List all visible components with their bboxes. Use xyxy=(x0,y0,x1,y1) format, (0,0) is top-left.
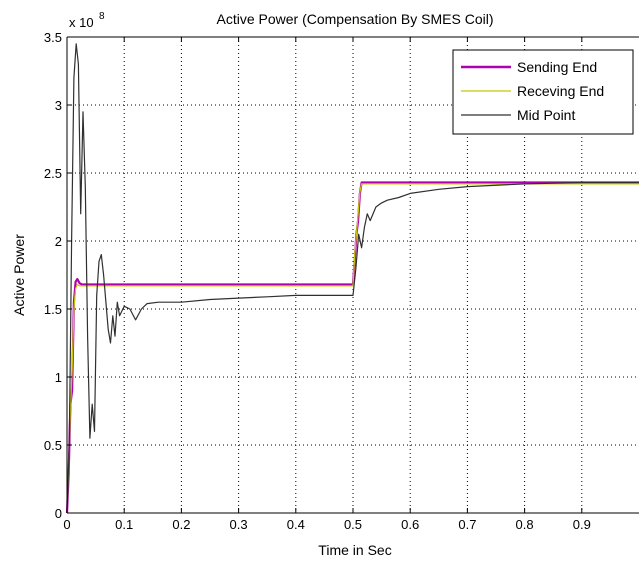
y-tick-label: 2.5 xyxy=(44,166,62,181)
legend: Sending End Receving End Mid Point xyxy=(452,49,634,135)
series-line-receving-end xyxy=(66,183,639,514)
y-tick-label: 3.5 xyxy=(44,30,62,45)
x-tick-label: 0.5 xyxy=(344,517,362,532)
x-tick-label: 0.4 xyxy=(287,517,305,532)
legend-label-receving-end: Receving End xyxy=(517,83,604,99)
series-layer xyxy=(65,43,639,514)
y-tick-label: 0 xyxy=(55,506,62,521)
y-axis-label: Active Power xyxy=(11,234,27,316)
x-tick-label: 0.7 xyxy=(458,517,476,532)
y-tick-label: 2 xyxy=(55,234,62,249)
x-tick-label: 0.8 xyxy=(516,517,534,532)
x-tick-label: 0.1 xyxy=(115,517,133,532)
x-tick-label: 0.9 xyxy=(573,517,591,532)
legend-box xyxy=(452,49,634,135)
x-axis-label: Time in Sec xyxy=(318,542,391,558)
y-tick-label: 3 xyxy=(55,98,62,113)
x-tick-label: 0 xyxy=(63,517,70,532)
legend-label-sending-end: Sending End xyxy=(517,59,597,75)
x-tick-label: 0.2 xyxy=(172,517,190,532)
x-tick-label: 0.3 xyxy=(230,517,248,532)
chart-title: Active Power (Compensation By SMES Coil) xyxy=(217,11,494,27)
y-tick-label: 0.5 xyxy=(44,438,62,453)
series-line-mid-point xyxy=(66,43,639,514)
y-multiplier-label: x 10 xyxy=(69,15,94,30)
y-multiplier-exponent: 8 xyxy=(99,11,105,22)
y-tick-label: 1 xyxy=(55,370,62,385)
tick-labels: 0 0.1 0.2 0.3 0.4 0.5 0.6 0.7 0.8 0.9 0 0.5 1 1.5 2 2.5… xyxy=(44,30,591,532)
x-tick-label: 0.6 xyxy=(401,517,419,532)
axes xyxy=(66,36,639,514)
y-tick-label: 1.5 xyxy=(44,302,62,317)
legend-label-mid-point: Mid Point xyxy=(517,107,575,123)
